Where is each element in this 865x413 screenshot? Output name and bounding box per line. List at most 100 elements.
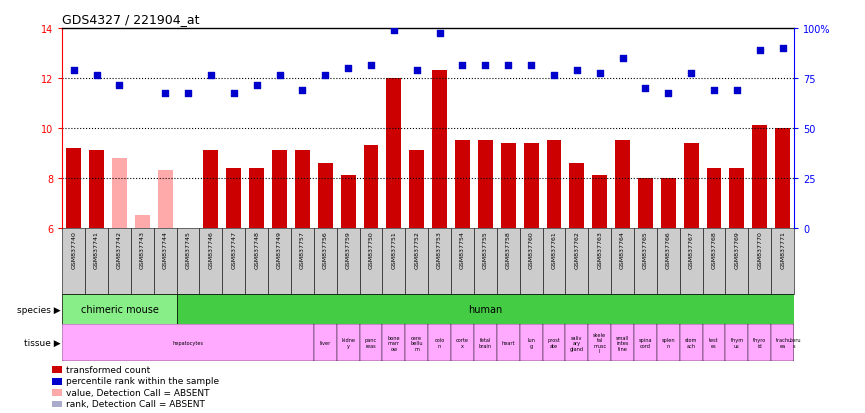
Text: GSM837750: GSM837750 — [368, 230, 374, 268]
Bar — [52, 378, 62, 385]
Text: GSM837756: GSM837756 — [323, 230, 328, 268]
Bar — [314, 324, 336, 361]
Text: GSM837757: GSM837757 — [300, 230, 304, 268]
Point — [341, 66, 355, 72]
Text: GSM837765: GSM837765 — [643, 230, 648, 268]
Text: saliv
ary
gland: saliv ary gland — [570, 335, 584, 351]
Point — [250, 83, 264, 90]
Bar — [702, 228, 726, 294]
Bar — [478, 141, 493, 228]
Text: GSM837763: GSM837763 — [597, 230, 602, 268]
Bar — [222, 228, 246, 294]
Text: GSM837761: GSM837761 — [552, 230, 556, 268]
Point — [547, 73, 561, 80]
Bar — [501, 144, 516, 228]
Point — [662, 90, 676, 97]
Text: splen
n: splen n — [662, 337, 675, 348]
Bar — [89, 151, 104, 228]
Text: tissue ▶: tissue ▶ — [24, 338, 61, 347]
Text: GSM837764: GSM837764 — [620, 230, 625, 268]
Bar — [406, 324, 428, 361]
Text: prost
ate: prost ate — [548, 337, 561, 348]
Bar — [753, 126, 767, 228]
Text: small
intes
tine: small intes tine — [616, 335, 629, 351]
Bar — [547, 141, 561, 228]
Bar — [523, 144, 539, 228]
Bar — [683, 144, 699, 228]
Point — [318, 73, 332, 80]
Text: GSM837741: GSM837741 — [94, 230, 99, 268]
Point — [432, 31, 446, 37]
Text: GSM837751: GSM837751 — [391, 230, 396, 268]
Point — [181, 90, 195, 97]
Text: chimeric mouse: chimeric mouse — [80, 304, 158, 314]
Text: GSM837762: GSM837762 — [574, 230, 580, 268]
Text: GSM837755: GSM837755 — [483, 230, 488, 268]
Point — [776, 45, 790, 52]
Text: GSM837745: GSM837745 — [186, 230, 190, 268]
Bar — [634, 228, 657, 294]
Bar — [542, 228, 566, 294]
Bar — [135, 216, 150, 228]
Point — [684, 71, 698, 77]
Point — [387, 28, 400, 35]
Bar — [314, 228, 336, 294]
Text: GSM837752: GSM837752 — [414, 230, 420, 268]
Bar — [52, 367, 62, 373]
Point — [707, 88, 721, 95]
Bar — [775, 129, 790, 228]
Bar — [62, 324, 314, 361]
Text: GSM837767: GSM837767 — [689, 230, 694, 268]
Bar — [428, 324, 451, 361]
Text: hepatocytes: hepatocytes — [172, 340, 203, 345]
Text: species ▶: species ▶ — [17, 305, 61, 314]
Bar — [62, 228, 85, 294]
Bar — [406, 228, 428, 294]
Text: transformed count: transformed count — [66, 365, 150, 374]
Bar — [85, 228, 108, 294]
Bar — [566, 324, 588, 361]
Text: thym
us: thym us — [730, 337, 743, 348]
Text: human: human — [468, 304, 503, 314]
Text: skele
tal
musc
l: skele tal musc l — [593, 332, 606, 354]
Bar — [360, 324, 382, 361]
Text: lun
g: lun g — [527, 337, 535, 348]
Point — [730, 88, 744, 95]
Bar — [726, 228, 748, 294]
Point — [158, 90, 172, 97]
Text: GSM837769: GSM837769 — [734, 230, 740, 268]
Bar — [387, 79, 401, 228]
Text: colo
n: colo n — [434, 337, 445, 348]
Text: GSM837758: GSM837758 — [506, 230, 510, 268]
Bar — [497, 228, 520, 294]
Bar — [588, 324, 612, 361]
Bar — [707, 169, 721, 228]
Bar — [657, 228, 680, 294]
Bar — [131, 228, 154, 294]
Bar — [520, 228, 542, 294]
Bar — [569, 164, 584, 228]
Text: percentile rank within the sample: percentile rank within the sample — [66, 377, 219, 385]
Bar — [748, 228, 772, 294]
Point — [112, 83, 126, 90]
Point — [456, 63, 470, 70]
Bar — [566, 228, 588, 294]
Bar — [661, 178, 676, 228]
Bar — [615, 141, 630, 228]
Bar — [272, 151, 287, 228]
Text: GSM837748: GSM837748 — [254, 230, 260, 268]
Text: liver: liver — [320, 340, 331, 345]
Bar — [363, 146, 378, 228]
Text: GSM837760: GSM837760 — [529, 230, 534, 268]
Text: panc
reas: panc reas — [365, 337, 377, 348]
Text: spina
cord: spina cord — [638, 337, 652, 348]
Point — [593, 71, 606, 77]
Text: GSM837749: GSM837749 — [277, 230, 282, 268]
Bar — [336, 324, 360, 361]
Bar — [52, 389, 62, 396]
Bar — [520, 324, 542, 361]
Text: uteru
s: uteru s — [787, 337, 801, 348]
Point — [204, 73, 218, 80]
Bar — [62, 294, 176, 324]
Bar — [474, 324, 497, 361]
